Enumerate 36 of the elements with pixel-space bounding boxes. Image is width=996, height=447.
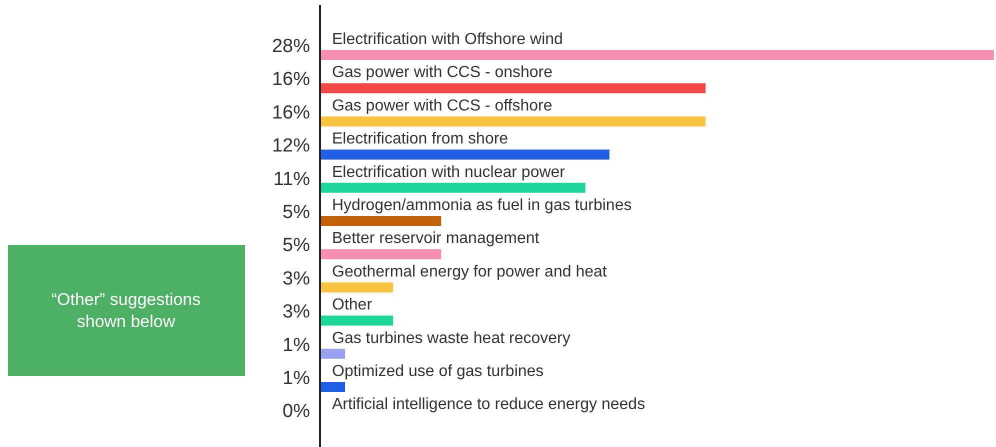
bar — [321, 216, 442, 226]
y-tick-label: Artificial intelligence to reduce energy needs — [332, 396, 646, 414]
data-label: 28% — [272, 36, 310, 57]
bar — [321, 282, 394, 292]
bar — [321, 249, 442, 260]
data-label: 1% — [282, 368, 310, 389]
data-label: 11% — [273, 168, 310, 190]
bar — [321, 348, 346, 359]
text: “Other” suggestions shown below — [51, 290, 201, 331]
bar — [321, 50, 994, 60]
data-label: 1% — [282, 334, 310, 356]
y-tick-label: Electrification with nuclear power — [332, 164, 566, 181]
bar — [321, 316, 394, 326]
data-label: 5% — [282, 202, 310, 223]
y-tick-label: Optimized use of gas turbines — [332, 363, 544, 380]
bar — [321, 116, 706, 126]
bar — [321, 83, 706, 94]
y-tick-label: Geothermal energy for power and heat — [332, 263, 608, 280]
bar — [321, 150, 610, 160]
data-label: 16% — [272, 102, 310, 124]
data-label: 12% — [272, 136, 310, 157]
y-tick-label: Better reservoir management — [332, 230, 540, 248]
y-tick-label: Gas turbines waste heat recovery — [332, 330, 570, 347]
y-tick-label: Other — [332, 296, 373, 314]
y-tick-label: Gas power with CCS - offshore — [332, 97, 552, 114]
y-tick-label: Electrification with Offshore wind — [332, 31, 563, 48]
data-label: 3% — [282, 268, 310, 290]
bar — [321, 382, 346, 392]
y-tick-label: Gas power with CCS - onshore — [332, 64, 553, 82]
data-label: 3% — [282, 302, 310, 323]
data-label: 5% — [282, 235, 310, 256]
data-label: 0% — [282, 401, 310, 422]
y-tick-label: Electrification from shore — [332, 130, 508, 148]
data-label: 16% — [272, 69, 310, 90]
y-tick-label: Hydrogen/ammonia as fuel in gas turbines — [332, 197, 632, 214]
bar — [321, 182, 586, 193]
